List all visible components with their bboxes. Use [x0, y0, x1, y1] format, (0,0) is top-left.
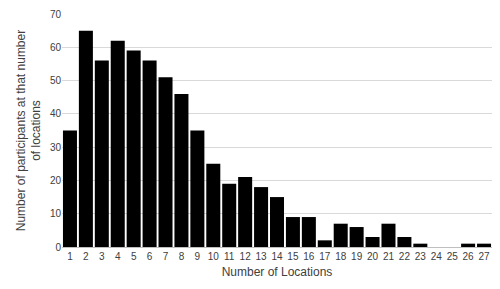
svg-text:7: 7 [163, 251, 169, 262]
svg-text:20: 20 [367, 251, 379, 262]
svg-text:9: 9 [195, 251, 201, 262]
svg-text:23: 23 [415, 251, 427, 262]
svg-text:0: 0 [55, 242, 61, 253]
svg-text:17: 17 [319, 251, 331, 262]
svg-text:18: 18 [335, 251, 347, 262]
svg-text:8: 8 [179, 251, 185, 262]
svg-text:21: 21 [383, 251, 395, 262]
svg-text:30: 30 [50, 142, 62, 153]
svg-text:6: 6 [147, 251, 153, 262]
svg-text:19: 19 [351, 251, 363, 262]
svg-text:Number of participants at that: Number of participants at that numberof … [14, 30, 44, 231]
svg-text:3: 3 [99, 251, 105, 262]
svg-text:16: 16 [303, 251, 315, 262]
svg-text:40: 40 [50, 108, 62, 119]
svg-text:12: 12 [240, 251, 252, 262]
svg-text:25: 25 [447, 251, 459, 262]
svg-text:60: 60 [50, 42, 62, 53]
svg-text:10: 10 [50, 208, 62, 219]
svg-text:15: 15 [287, 251, 299, 262]
svg-text:22: 22 [399, 251, 411, 262]
svg-text:14: 14 [271, 251, 283, 262]
svg-text:27: 27 [478, 251, 490, 262]
svg-text:2: 2 [83, 251, 89, 262]
svg-text:1: 1 [67, 251, 73, 262]
svg-text:4: 4 [115, 251, 121, 262]
svg-text:20: 20 [50, 175, 62, 186]
svg-text:24: 24 [431, 251, 443, 262]
svg-text:10: 10 [208, 251, 220, 262]
svg-text:5: 5 [131, 251, 137, 262]
svg-text:70: 70 [50, 9, 62, 20]
svg-text:50: 50 [50, 75, 62, 86]
svg-text:Number of Locations: Number of Locations [222, 265, 333, 279]
svg-text:13: 13 [256, 251, 268, 262]
svg-text:26: 26 [463, 251, 475, 262]
svg-text:11: 11 [224, 251, 235, 262]
